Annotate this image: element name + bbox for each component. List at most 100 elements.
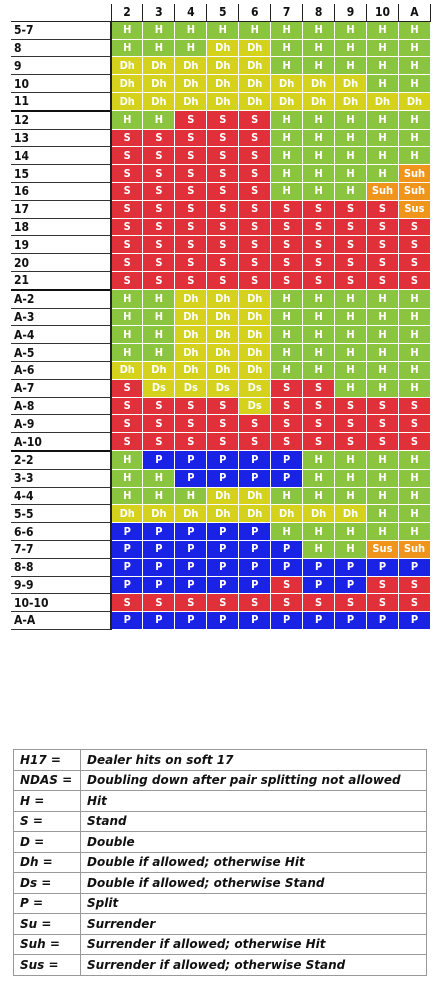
action-cell: S (206, 397, 240, 416)
action-cell: H (270, 289, 304, 309)
action-cell: Ds (206, 379, 240, 398)
player-hand-label: 11 (11, 92, 112, 112)
action-cell: P (142, 540, 176, 559)
action-cell: S (238, 432, 272, 452)
action-cell: H (111, 343, 144, 362)
player-hand-label: 3-3 (11, 469, 112, 488)
action-cell: H (366, 487, 399, 506)
action-cell: Dh (206, 325, 240, 345)
action-cell: H (302, 110, 336, 130)
action-cell: Dh (302, 504, 336, 524)
player-hand-label: A-3 (11, 308, 112, 327)
hand-row: A-3 H H Dh Dh Dh H H H H H (11, 308, 432, 327)
legend-meaning: Surrender (80, 913, 427, 935)
action-cell: Dh (206, 56, 240, 76)
action-cell: S (206, 110, 240, 130)
dealer-card-header: 8 (302, 4, 336, 22)
action-cell: H (334, 164, 367, 183)
action-cell: Ds (238, 397, 272, 416)
action-cell: H (398, 129, 432, 148)
legend-meaning: Surrender if allowed; otherwise Hit (80, 933, 427, 955)
hand-row: 4-4 H H H Dh Dh H H H H H (11, 487, 432, 506)
action-cell: P (302, 611, 336, 630)
hand-row: 5-7 H H H H H H H H H H (11, 21, 432, 40)
action-cell: S (174, 432, 208, 452)
action-cell: H (366, 522, 399, 541)
action-cell: S (238, 129, 272, 148)
action-cell: Dh (206, 289, 240, 309)
action-cell: H (334, 39, 367, 58)
action-cell: H (111, 487, 144, 506)
action-cell: S (398, 576, 432, 595)
hand-row: 19 S S S S S S S S S S (11, 235, 432, 255)
action-cell: S (398, 253, 432, 272)
legend-key: Suh = (13, 933, 81, 955)
action-cell: Dh (174, 56, 208, 76)
action-cell: S (334, 235, 367, 255)
action-cell: Dh (238, 487, 272, 506)
action-cell: S (238, 271, 272, 291)
legend-meaning: Double if allowed; otherwise Stand (80, 872, 427, 894)
legend-row: Su = Surrender (13, 913, 427, 935)
legend-meaning: Double (80, 831, 427, 853)
player-hand-label: 15 (11, 164, 112, 183)
player-hand-label: 5-5 (11, 504, 112, 524)
action-cell: H (302, 129, 336, 148)
legend-table: H17 = Dealer hits on soft 17 NDAS = Doublin… (13, 749, 427, 976)
action-cell: Ds (238, 379, 272, 398)
action-cell: H (270, 56, 304, 76)
action-cell: S (270, 414, 304, 434)
action-cell: H (111, 289, 144, 309)
player-hand-label: A-2 (11, 288, 112, 309)
action-cell: H (142, 110, 176, 130)
action-cell: H (302, 540, 336, 559)
action-cell: Dh (142, 361, 176, 380)
action-cell: P (270, 558, 304, 577)
action-cell: S (238, 414, 272, 434)
action-cell: Dh (174, 325, 208, 345)
player-hand-label: 8-8 (11, 558, 112, 577)
action-cell: S (142, 253, 176, 272)
action-cell: H (398, 325, 432, 345)
action-cell: H (366, 450, 399, 470)
action-cell: H (302, 361, 336, 380)
strategy-body: 5-7 H H H H H H H H H H 8 H H H Dh Dh H H H H H 9 Dh Dh Dh Dh Dh H H H… (11, 21, 432, 630)
action-cell: S (174, 164, 208, 183)
action-cell: S (334, 593, 367, 613)
action-cell: S (111, 200, 144, 219)
action-cell: P (206, 540, 240, 559)
action-cell: S (398, 218, 432, 237)
dealer-card-header: 6 (238, 4, 272, 22)
hand-row: 2-2 H P P P P P H H H H (11, 449, 432, 470)
action-cell: S (174, 218, 208, 237)
action-cell: H (270, 39, 304, 58)
action-cell: S (302, 218, 336, 237)
action-cell: Dh (238, 56, 272, 76)
action-cell: S (111, 397, 144, 416)
action-cell: H (334, 21, 367, 40)
legend-row: P = Split (13, 892, 427, 914)
hand-row: A-7 S Ds Ds Ds Ds S S H H H (11, 379, 432, 398)
player-hand-label: 16 (11, 182, 112, 201)
action-cell: P (238, 469, 272, 488)
action-cell: H (270, 308, 304, 327)
player-hand-label: 17 (11, 200, 112, 219)
action-cell: S (302, 379, 336, 398)
action-cell: Dh (174, 361, 208, 380)
action-cell: Dh (334, 74, 367, 93)
action-cell: S (366, 397, 399, 416)
action-cell: S (238, 253, 272, 272)
player-hand-label: A-9 (11, 414, 112, 434)
player-hand-label: 9-9 (11, 576, 112, 595)
action-cell: Dh (174, 92, 208, 112)
action-cell: Dh (398, 92, 432, 112)
action-cell: H (111, 21, 144, 40)
action-cell: Dh (174, 504, 208, 524)
action-cell: H (366, 504, 399, 524)
action-cell: P (270, 540, 304, 559)
action-cell: S (270, 200, 304, 219)
action-cell: H (334, 308, 367, 327)
action-cell: Dh (238, 74, 272, 93)
legend-key: Su = (13, 913, 81, 935)
hand-row: 8-8 P P P P P P P P P P (11, 558, 432, 577)
